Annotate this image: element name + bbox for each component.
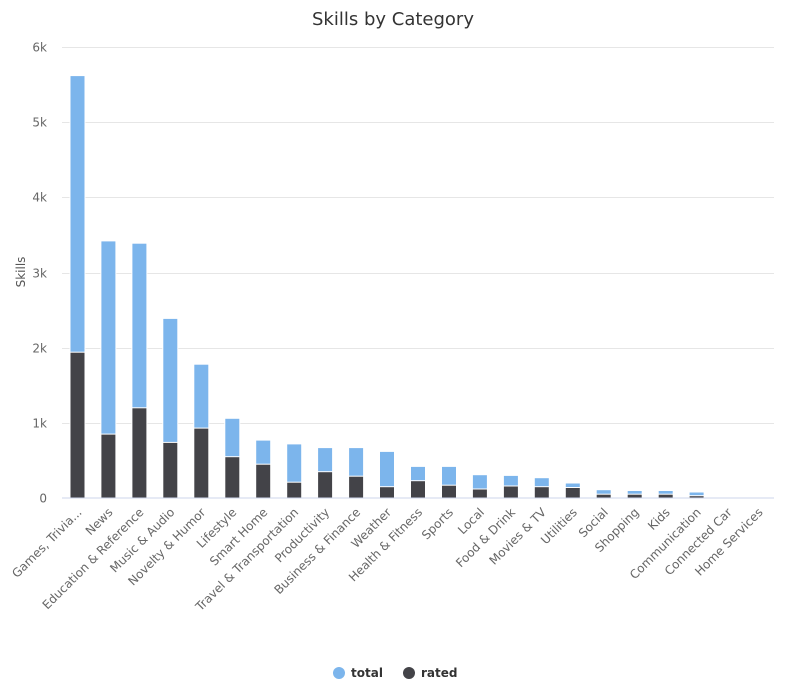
bar-rated[interactable] bbox=[595, 493, 612, 499]
bar-rated[interactable] bbox=[533, 486, 550, 499]
bar-rated[interactable] bbox=[286, 481, 303, 499]
y-tick-label: 0 bbox=[39, 492, 47, 506]
bar-rated[interactable] bbox=[379, 486, 395, 499]
x-tick-label: Kids bbox=[645, 505, 673, 533]
y-axis-ticks: 0 1k 2k 3k 4k 5k 6k bbox=[32, 41, 47, 506]
bar-rated[interactable] bbox=[441, 484, 457, 499]
y-tick-label: 2k bbox=[32, 342, 47, 356]
y-tick-label: 6k bbox=[32, 41, 47, 55]
bar-rated[interactable] bbox=[410, 480, 426, 499]
y-tick-label: 3k bbox=[32, 267, 47, 281]
bar-rated[interactable] bbox=[131, 407, 148, 499]
bar-rated[interactable] bbox=[224, 456, 241, 499]
bar-rated[interactable] bbox=[100, 433, 117, 499]
bar-rated[interactable] bbox=[657, 493, 674, 499]
legend[interactable]: total rated bbox=[333, 666, 457, 680]
y-tick-label: 5k bbox=[32, 116, 47, 130]
bar-rated[interactable] bbox=[564, 487, 581, 499]
y-tick-label: 4k bbox=[32, 191, 47, 205]
bar-rated[interactable] bbox=[317, 471, 334, 499]
bars bbox=[69, 75, 767, 499]
legend-marker-total[interactable] bbox=[333, 667, 345, 679]
bar-rated[interactable] bbox=[193, 427, 210, 499]
legend-label-total[interactable]: total bbox=[351, 666, 383, 680]
legend-marker-rated[interactable] bbox=[403, 667, 415, 679]
y-tick-label: 1k bbox=[32, 417, 47, 431]
bar-rated[interactable] bbox=[502, 485, 519, 499]
chart-title: Skills by Category bbox=[312, 9, 474, 30]
bar-rated[interactable] bbox=[255, 463, 272, 499]
y-axis-title: Skills bbox=[14, 257, 28, 288]
bar-rated[interactable] bbox=[69, 351, 86, 499]
grid-lines bbox=[62, 47, 774, 424]
bar-rated[interactable] bbox=[471, 488, 488, 499]
x-tick-label: Sports bbox=[419, 505, 456, 542]
bar-rated[interactable] bbox=[626, 493, 643, 499]
bar-rated[interactable] bbox=[162, 441, 179, 499]
legend-label-rated[interactable]: rated bbox=[421, 666, 457, 680]
bar-rated[interactable] bbox=[348, 475, 365, 499]
